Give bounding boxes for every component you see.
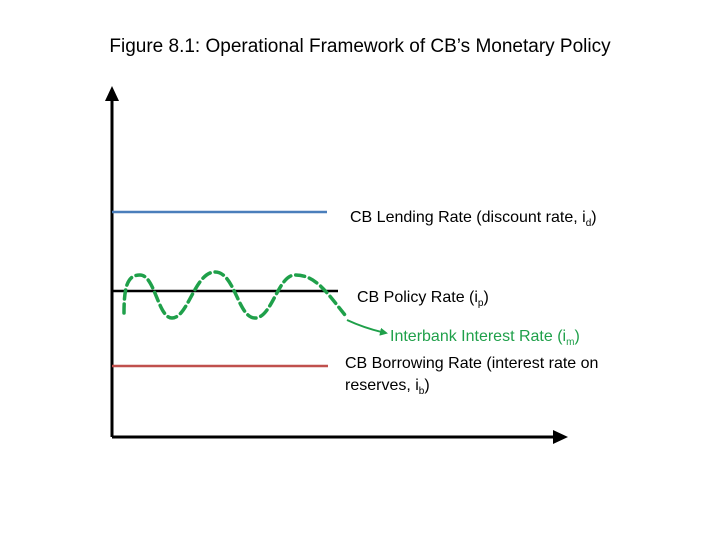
x-axis-arrow-icon (553, 430, 568, 444)
y-axis-arrow-icon (105, 86, 119, 101)
interbank-rate-curve (122, 270, 347, 320)
policy-rate-label: CB Policy Rate (ip) (357, 289, 489, 310)
interbank-rate-label: Interbank Interest Rate (im) (390, 328, 580, 349)
interbank-pointer-arrow (346, 319, 388, 336)
borrowing-rate-label: CB Borrowing Rate (interest rate on rese… (345, 355, 599, 398)
figure-title: Figure 8.1: Operational Framework of CB’… (109, 36, 611, 57)
lending-rate-label: CB Lending Rate (discount rate, id) (350, 209, 597, 230)
